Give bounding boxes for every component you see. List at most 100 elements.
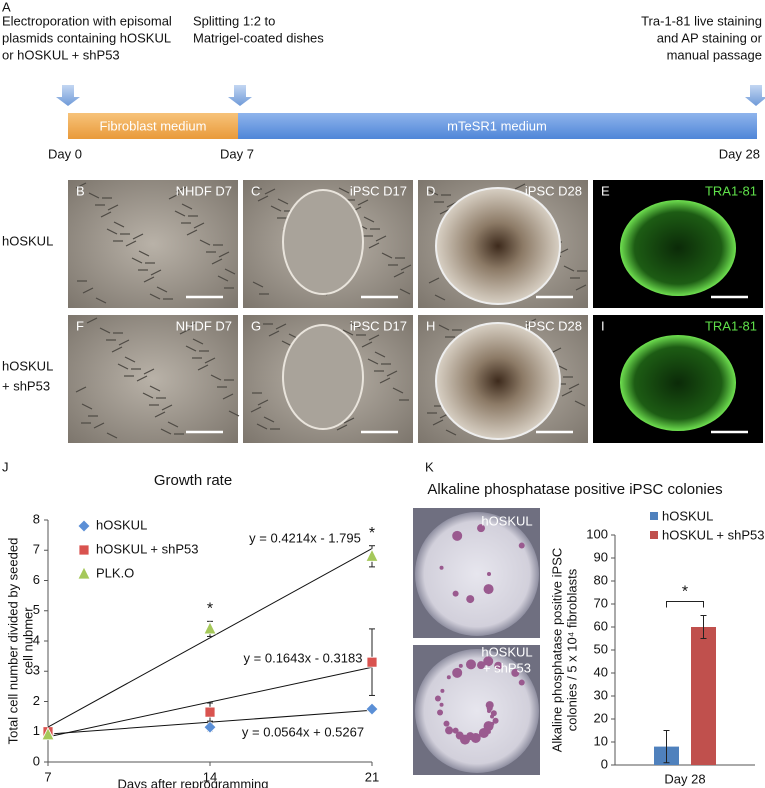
colony [518,679,525,686]
micrograph [68,315,238,443]
plate-label: + shP53 [483,660,531,675]
colony [470,732,481,743]
cell [204,357,216,364]
plate [415,649,539,773]
cell [264,188,276,195]
event-text: Tra-1-81 live staining [641,13,762,28]
marker [77,566,91,580]
cell [99,327,111,334]
cell [228,410,240,417]
cell [256,423,268,430]
bar [691,627,716,765]
cell [150,269,162,276]
cell [138,250,150,257]
colony [440,688,445,693]
cell [343,417,355,424]
micrograph-caption: iPSC D28 [525,318,582,333]
event-text: and AP staining or [657,30,763,45]
x-tick-label: Day 28 [664,771,705,786]
day-label: Day 7 [220,146,254,161]
cell [361,341,373,348]
cell [336,424,348,431]
cell [179,328,191,335]
panel-letter: F [76,318,84,333]
y-tick-label: 100 [586,526,608,541]
cell [574,400,586,407]
x-axis-label: Days after reprogramming [118,776,269,788]
panel-letter: H [426,318,435,333]
micrograph-caption: TRA1-81 [705,183,757,198]
colony [465,659,476,670]
cell [75,386,87,393]
panel-letter: E [601,183,610,198]
panel-letter: J [2,459,9,474]
cell [368,242,380,249]
cell [400,264,412,271]
cell [357,199,369,206]
legend-label: hOSKUL + shP53 [662,527,765,542]
x-tick-label: 14 [203,769,217,784]
y-tick-label: 20 [594,710,608,725]
plate-label: hOSKUL [481,644,532,659]
micrograph-caption: TRA1-81 [705,318,757,333]
colony [452,590,459,597]
cell [118,339,130,346]
colony [458,663,463,668]
chart-title: Alkaline phosphatase positive iPSC colon… [427,481,722,498]
arrow [745,85,765,106]
colony [492,717,499,724]
cell [217,275,229,282]
plate [415,512,539,636]
event-text: or hOSKUL + shP53 [2,47,120,62]
cell [268,330,280,337]
cell [250,406,262,413]
colony [466,595,475,604]
marker [366,656,378,668]
colony [443,720,450,727]
marker [78,544,90,556]
cell [88,192,100,199]
cell [186,229,198,236]
marker [204,706,216,718]
colony [511,668,520,677]
event-text: Splitting 1:2 to [193,13,275,28]
arrow [228,85,252,106]
medium-label: Fibroblast medium [100,118,207,133]
y-tick-label: 3 [33,663,40,678]
legend-label: hOSKUL + shP53 [96,541,199,556]
cell [185,345,197,352]
colony [452,727,459,734]
panel-letter: B [76,183,85,198]
cell [275,323,287,330]
cell [81,403,93,410]
y-tick-label: 6 [33,572,40,587]
event-text: Electroporation with episomal [2,13,172,28]
cell [563,265,575,272]
significance: * [207,601,213,618]
y-tick-label: 10 [594,733,608,748]
legend-label: hOSKUL [662,508,713,523]
x-tick-label: 7 [44,769,51,784]
cell [575,284,587,291]
panel-letter: I [601,318,605,333]
cell [142,392,154,399]
cell [199,239,211,246]
y-tick-label: 0 [33,753,40,768]
cell [381,252,393,259]
legend-swatch [650,512,658,520]
cell [525,318,537,325]
panel-letter: D [426,183,435,198]
cell [568,383,580,390]
y-axis-label: Alkaline phosphatase positive iPSC [549,548,564,753]
colony [490,710,497,717]
row-label: hOSKUL [2,358,53,373]
cell [434,294,446,301]
marker [77,519,91,533]
cell [124,356,136,363]
cell [514,183,526,190]
cell [368,334,380,341]
cell [174,210,186,217]
day-label: Day 0 [48,146,82,161]
colony [445,726,454,735]
colony [452,667,463,678]
